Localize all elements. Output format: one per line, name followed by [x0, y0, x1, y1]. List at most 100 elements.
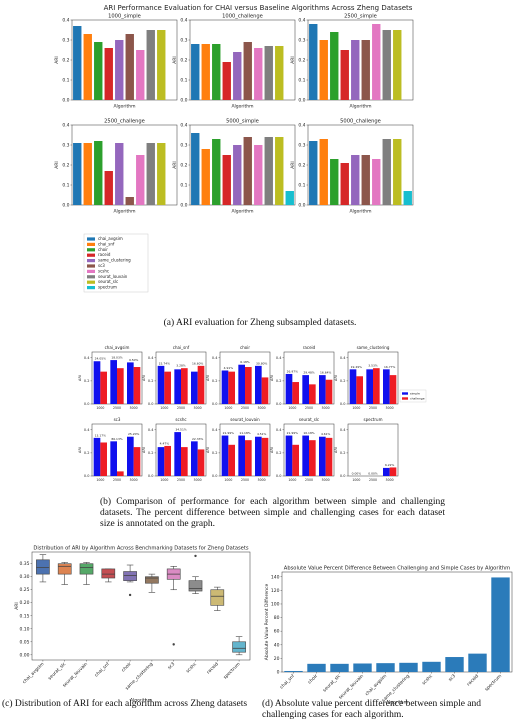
- bar: [356, 376, 363, 404]
- legend-swatch: [87, 275, 95, 279]
- y-tick-label: 0.2: [180, 58, 187, 64]
- subplot-title: 1000_challenge: [222, 14, 263, 20]
- bar: [222, 155, 231, 205]
- bar: [201, 44, 210, 100]
- y-tick-label: 0.1: [180, 183, 187, 189]
- y-tick-label: 0.30: [19, 574, 29, 580]
- bar: [110, 441, 117, 476]
- x-tick-label: 5000: [194, 478, 202, 482]
- y-tick-label: 0.1: [62, 78, 69, 84]
- subplot-title: choir: [240, 345, 250, 350]
- bar: [302, 435, 309, 476]
- bar: [73, 143, 82, 205]
- bar: [136, 50, 145, 100]
- legend-swatch: [87, 286, 95, 290]
- bar: [285, 373, 293, 404]
- bar: [104, 171, 113, 205]
- legend-label: sc3: [98, 263, 105, 268]
- x-tick-label: 1000: [160, 478, 168, 482]
- axes-frame: [31, 551, 251, 661]
- y-axis-label: ARI: [142, 447, 146, 453]
- flier: [172, 643, 175, 646]
- bar: [373, 368, 380, 404]
- y-tick-label: 0.2: [212, 379, 218, 383]
- y-axis-label: ARI: [290, 56, 296, 64]
- bar: [340, 163, 349, 205]
- y-tick-label: 0.2: [340, 451, 346, 455]
- x-tick-label: 5000: [322, 478, 330, 482]
- bar: [255, 436, 262, 476]
- bar: [127, 362, 134, 404]
- bar: [309, 384, 316, 404]
- bar: [389, 375, 397, 404]
- x-tick-label: 5000: [130, 406, 138, 410]
- annotation: 21.99%: [287, 431, 298, 435]
- bar: [382, 30, 391, 100]
- bar: [125, 34, 134, 100]
- bar: [146, 30, 155, 100]
- annotation: 22.33%: [192, 437, 203, 441]
- bar: [292, 382, 299, 404]
- bar: [325, 379, 333, 404]
- x-tick-label: chai_avgsim: [364, 673, 388, 697]
- bar: [330, 159, 339, 205]
- y-tick-label: 0.4: [62, 18, 69, 24]
- y-tick-label: 0.0: [276, 402, 282, 406]
- y-tick-label: 0.3: [62, 143, 69, 149]
- legend-swatch: [87, 237, 95, 241]
- y-axis-label: ARI: [290, 161, 296, 169]
- y-axis-label: ARI: [334, 447, 338, 453]
- legend-swatch: [87, 253, 95, 257]
- y-tick-label: 0.2: [298, 163, 305, 169]
- bar: [376, 663, 395, 672]
- bar: [127, 436, 134, 476]
- x-tick-label: 1000: [288, 478, 296, 482]
- bar: [181, 447, 188, 476]
- box: [232, 641, 246, 653]
- annotation: 16.77%: [384, 365, 395, 369]
- box: [188, 580, 203, 592]
- y-tick-label: 0.2: [84, 379, 90, 383]
- subplot-title: 1000_simple: [108, 14, 141, 20]
- y-tick-label: 0.35: [19, 561, 29, 567]
- legend-label: spectrum: [98, 285, 117, 290]
- bar: [181, 368, 188, 404]
- bar: [157, 365, 165, 404]
- y-tick-label: 0.0: [340, 474, 346, 478]
- x-tick-label: choir: [307, 673, 319, 685]
- bar: [100, 371, 107, 404]
- y-tick-label: 0.2: [148, 451, 154, 455]
- bar: [94, 141, 103, 205]
- y-tick-label: 0.4: [276, 428, 282, 432]
- annotation: 4.47%: [160, 441, 170, 445]
- caption: (a) ARI evaluation for Zheng subsampled …: [163, 318, 357, 328]
- subplot-title: 2500_simple: [344, 14, 377, 20]
- bar: [491, 577, 510, 672]
- y-axis-label: ARI: [172, 56, 178, 64]
- y-tick-label: 0.4: [148, 428, 154, 432]
- box: [145, 576, 159, 584]
- y-tick-label: 0.3: [180, 143, 187, 149]
- x-tick-label: chai_snf: [94, 661, 112, 679]
- bar: [243, 137, 252, 205]
- subplot-title: scshc: [175, 417, 186, 422]
- bar: [115, 143, 124, 205]
- legend-label: chai_snf: [98, 241, 115, 246]
- bar: [254, 145, 263, 205]
- y-tick-label: 0.2: [84, 451, 90, 455]
- legend-swatch: [402, 392, 408, 395]
- y-tick-label: 0.4: [212, 428, 218, 432]
- x-tick-label: 1000: [224, 478, 232, 482]
- legend-label: scshc: [98, 268, 109, 273]
- x-axis-label: Algorithm: [231, 104, 253, 110]
- bar: [197, 365, 205, 404]
- x-axis-label: Algorithm: [386, 700, 408, 706]
- y-tick-label: 0.3: [298, 38, 305, 44]
- x-tick-label: scshc: [421, 673, 434, 686]
- subplot-title: Absolute Value Percent Difference Betwee…: [284, 566, 510, 572]
- bar: [264, 137, 273, 205]
- annotation: 24.05%: [95, 357, 106, 361]
- bar: [191, 441, 198, 476]
- annotation: 34.51%: [175, 428, 186, 432]
